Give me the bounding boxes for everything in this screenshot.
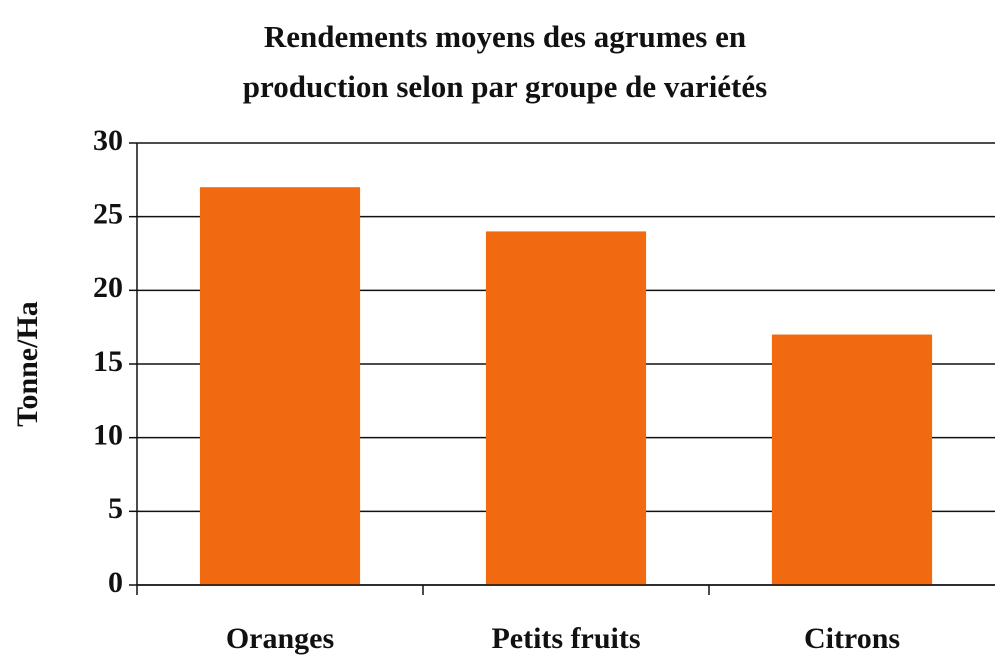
y-tick-label: 10: [93, 419, 123, 452]
x-tick-label: Petits fruits: [491, 622, 640, 655]
bar: [771, 334, 933, 585]
bar: [485, 231, 647, 585]
y-tick-label: 25: [93, 198, 123, 231]
y-tick-label: 5: [108, 492, 123, 525]
chart-title: Rendements moyens des agrumes en: [264, 19, 746, 54]
y-tick-label: 0: [108, 566, 123, 599]
chart-title: production selon par groupe de variétés: [243, 69, 767, 104]
bar: [199, 187, 361, 585]
y-tick-label: 30: [93, 124, 123, 157]
y-tick-label: 15: [93, 345, 123, 378]
x-tick-label: Oranges: [226, 622, 334, 655]
y-axis-label: Tonne/Ha: [11, 301, 44, 427]
x-tick-label: Citrons: [804, 622, 900, 655]
y-tick-label: 20: [93, 271, 123, 304]
